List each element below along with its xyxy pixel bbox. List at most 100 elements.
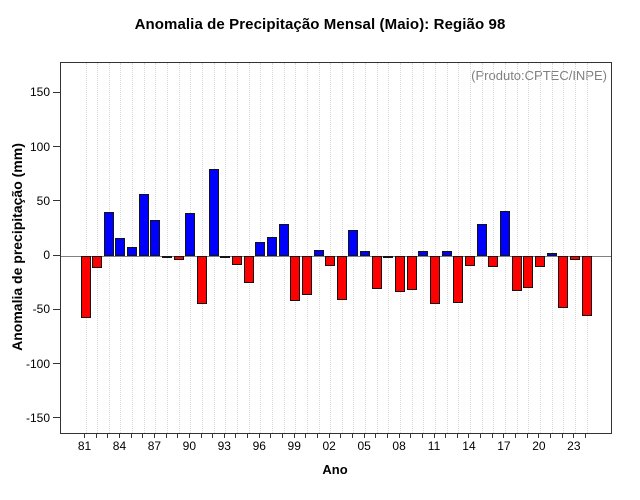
x-axis-tick-label: 96: [252, 439, 266, 453]
x-axis-tick: [538, 433, 540, 438]
y-axis-tick-label: 50: [36, 193, 50, 208]
bar-2000: [301, 256, 312, 296]
gridline: [85, 63, 87, 433]
x-axis-tick-label: 11: [427, 439, 441, 453]
x-axis-tick: [503, 433, 505, 438]
bar-2014: [464, 256, 475, 266]
bar-2018: [511, 256, 522, 291]
x-axis-tick: [468, 433, 470, 438]
x-axis-tick: [142, 433, 144, 438]
bar-2001: [313, 249, 324, 257]
bar-1988: [162, 256, 173, 259]
x-axis-tick: [491, 433, 493, 438]
bar-2017: [499, 210, 510, 257]
x-axis-tick: [317, 433, 319, 438]
x-axis-tick-label: 93: [217, 439, 231, 453]
bar-2023: [569, 256, 580, 261]
x-axis-tick: [445, 433, 447, 438]
x-axis-tick: [573, 433, 575, 438]
gridline: [493, 63, 495, 433]
y-axis-tick-label: 150: [29, 85, 50, 100]
gridline: [469, 63, 471, 433]
gridline: [365, 63, 367, 433]
x-axis-tick-label: 05: [357, 439, 371, 453]
gridline: [388, 63, 390, 433]
gridline: [202, 63, 203, 433]
x-axis-tick: [386, 433, 388, 438]
x-axis-title: Ano: [322, 462, 348, 477]
x-axis-tick: [421, 433, 423, 438]
gridline: [225, 63, 227, 433]
x-axis-tick-label: 90: [182, 439, 197, 453]
gridline: [435, 63, 437, 433]
bar-2016: [488, 256, 499, 267]
bar-1990: [185, 212, 196, 257]
bar-2020: [534, 256, 545, 267]
y-axis-tick-label: 0: [43, 248, 50, 263]
chart-title: Anomalia de Precipitação Mensal (Maio): …: [134, 16, 506, 33]
bar-2012: [441, 250, 452, 257]
bar-2022: [558, 256, 569, 309]
bar-2005: [360, 250, 371, 257]
y-axis-tick: [53, 146, 60, 148]
x-axis-tick: [351, 433, 353, 438]
bar-1986: [138, 194, 149, 257]
bar-2015: [476, 223, 487, 257]
y-axis-tick-label: -150: [25, 410, 50, 425]
gridline: [318, 63, 320, 433]
x-axis-tick: [200, 433, 202, 438]
gridline: [586, 63, 588, 433]
bar-1983: [103, 211, 114, 257]
x-axis-tick-label: 87: [147, 439, 162, 453]
x-axis-tick: [212, 433, 214, 438]
bar-2007: [383, 256, 394, 259]
y-axis-tick: [53, 254, 60, 256]
gridline: [411, 63, 413, 433]
gridline: [306, 63, 308, 433]
bar-2013: [453, 256, 464, 303]
x-axis-tick-label: 17: [497, 439, 511, 453]
x-axis-tick-label: 99: [287, 439, 301, 453]
bar-2009: [406, 256, 417, 290]
x-axis-tick: [375, 433, 377, 438]
x-axis-tick: [433, 433, 435, 438]
gridline: [97, 63, 99, 433]
y-axis-tick: [53, 200, 60, 202]
x-axis-tick: [561, 433, 563, 438]
x-axis-tick: [328, 433, 330, 438]
x-axis-tick: [223, 433, 225, 438]
y-axis-tick: [53, 308, 60, 310]
gridline: [528, 63, 530, 433]
bar-1992: [208, 169, 219, 257]
y-axis-tick: [53, 417, 60, 419]
gridline: [295, 63, 297, 433]
bar-1989: [173, 256, 184, 261]
x-axis-tick: [177, 433, 179, 438]
x-axis-tick: [153, 433, 155, 438]
x-axis-tick: [95, 433, 97, 438]
bar-2003: [336, 256, 347, 300]
bar-1982: [92, 256, 103, 269]
gridline: [539, 63, 541, 433]
x-axis-tick: [258, 433, 260, 438]
gridline: [516, 63, 518, 433]
gridline: [248, 63, 250, 433]
zero-line: [61, 255, 611, 257]
gridline: [341, 63, 343, 433]
bar-1993: [220, 256, 231, 259]
y-axis-tick: [53, 363, 60, 365]
x-axis-tick: [585, 433, 586, 438]
x-axis-tick: [515, 433, 517, 438]
x-axis-tick: [305, 433, 307, 438]
gridline: [167, 63, 169, 433]
x-axis-tick-label: 02: [322, 439, 336, 453]
x-axis-tick-label: 23: [567, 439, 581, 453]
bar-1995: [243, 256, 254, 284]
x-axis-tick-label: 81: [77, 439, 92, 453]
bar-1991: [197, 256, 207, 304]
bar-2024: [581, 256, 592, 316]
x-axis-tick: [526, 433, 528, 438]
x-axis-tick-label: 14: [462, 439, 476, 453]
x-axis-tick-label: 08: [392, 439, 406, 453]
